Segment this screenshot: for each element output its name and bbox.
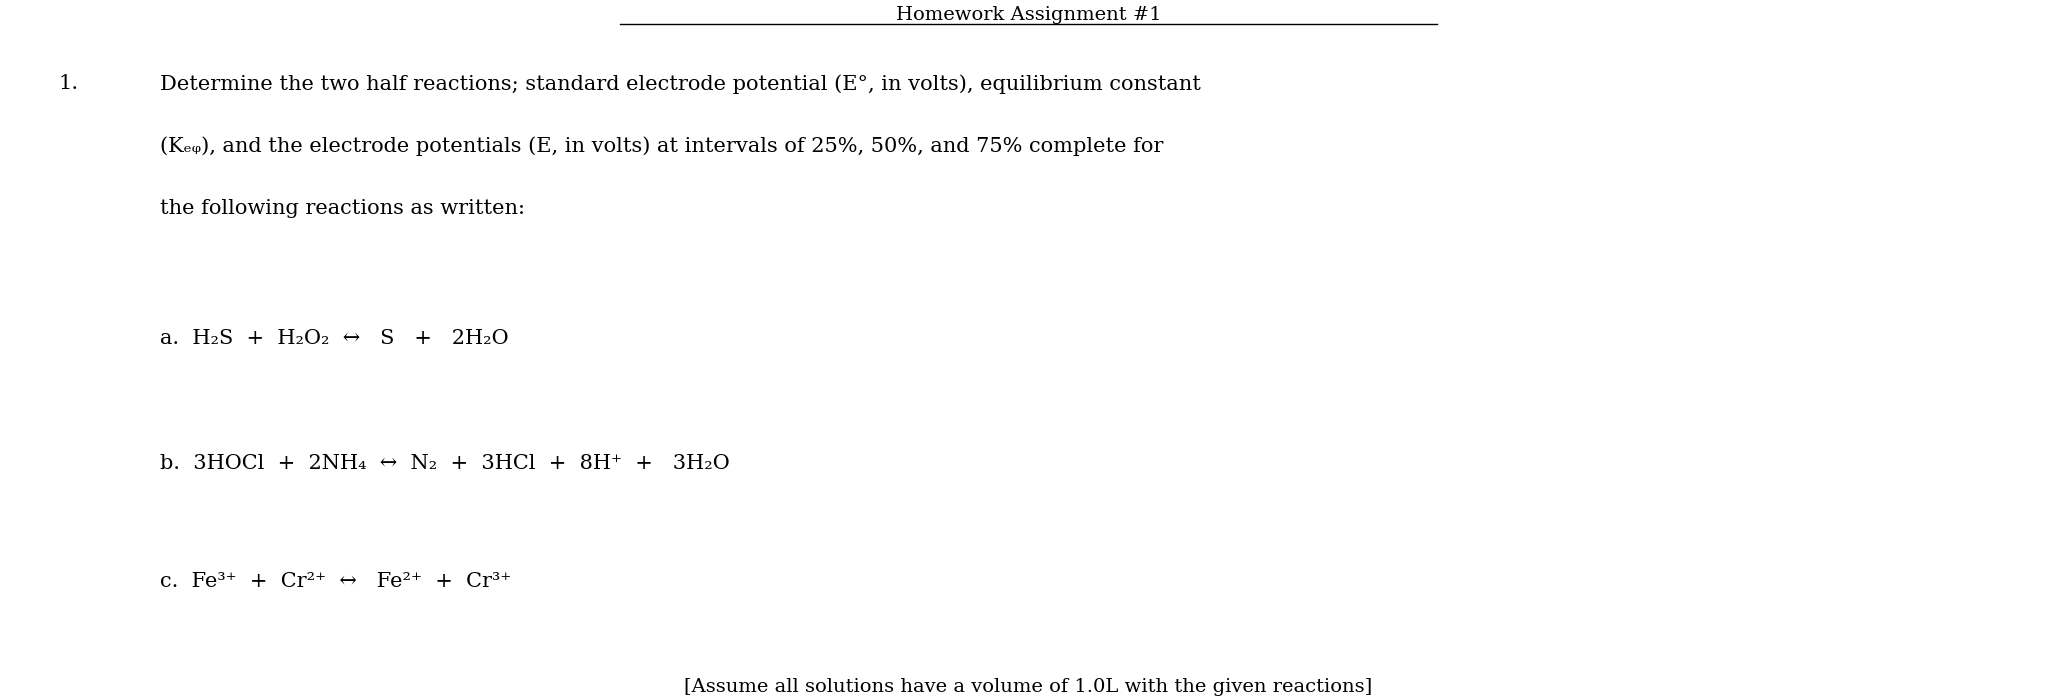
Text: (Kₑᵩ), and the electrode potentials (E, in volts) at intervals of 25%, 50%, and : (Kₑᵩ), and the electrode potentials (E, … <box>160 136 1164 156</box>
Text: the following reactions as written:: the following reactions as written: <box>160 199 525 218</box>
Text: b.  3HOCl  +  2NH₄  ↔  N₂  +  3HCl  +  8H⁺  +   3H₂O: b. 3HOCl + 2NH₄ ↔ N₂ + 3HCl + 8H⁺ + 3H₂O <box>160 454 730 473</box>
Text: a.  H₂S  +  H₂O₂  ↔   S   +   2H₂O: a. H₂S + H₂O₂ ↔ S + 2H₂O <box>160 330 508 349</box>
Text: c.  Fe³⁺  +  Cr²⁺  ↔   Fe²⁺  +  Cr³⁺: c. Fe³⁺ + Cr²⁺ ↔ Fe²⁺ + Cr³⁺ <box>160 573 512 591</box>
Text: Homework Assignment #1: Homework Assignment #1 <box>895 6 1162 24</box>
Text: Determine the two half reactions; standard electrode potential (E°, in volts), e: Determine the two half reactions; standa… <box>160 74 1201 94</box>
Text: 1.: 1. <box>58 74 78 93</box>
Text: [Assume all solutions have a volume of 1.0L with the given reactions]: [Assume all solutions have a volume of 1… <box>685 678 1372 696</box>
